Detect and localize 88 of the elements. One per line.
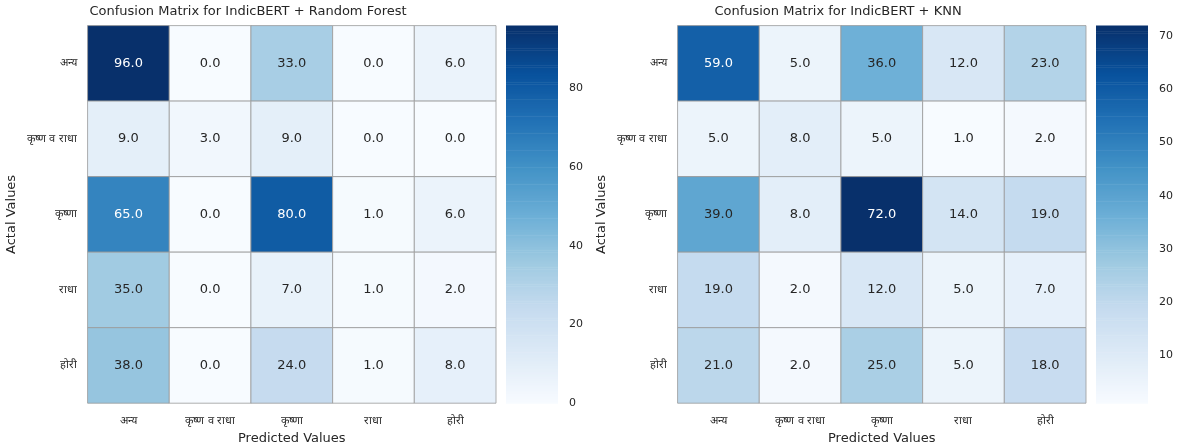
data-label: 12.0 xyxy=(949,54,978,70)
data-label: 8.0 xyxy=(789,130,811,146)
data-label: 2.0 xyxy=(789,281,811,297)
data-label: 0.0 xyxy=(199,356,221,372)
data-label: 1.0 xyxy=(363,281,384,297)
color-bar-label: 40 xyxy=(569,238,583,252)
data-label: 0.0 xyxy=(199,54,221,70)
color-bar-label: 60 xyxy=(569,160,583,174)
color-bar-label: 70 xyxy=(1159,29,1173,43)
y-tick-label: होरी xyxy=(649,358,667,372)
color-bar-label: 20 xyxy=(569,317,583,331)
data-label: 0.0 xyxy=(363,54,384,70)
x-tick-label: होरी xyxy=(1036,413,1054,427)
x-tick-label: कृष्णा xyxy=(280,413,303,427)
data-label: 25.0 xyxy=(867,356,897,372)
data-label: 18.0 xyxy=(1030,356,1060,372)
data-label: 1.0 xyxy=(363,356,384,372)
data-label: 39.0 xyxy=(703,205,733,221)
y-tick-label: होरी xyxy=(59,358,77,372)
x-tick-label: राधा xyxy=(954,413,973,427)
x-tick-label: अन्य xyxy=(709,413,728,427)
data-label: 35.0 xyxy=(113,281,143,297)
data-label: 8.0 xyxy=(444,356,466,372)
y-tick-label: राधा xyxy=(648,282,667,296)
data-label: 6.0 xyxy=(444,54,466,70)
data-label: 14.0 xyxy=(949,205,978,221)
data-label: 0.0 xyxy=(363,130,384,146)
x-tick-label: होरी xyxy=(446,413,464,427)
data-label: 12.0 xyxy=(867,281,897,297)
data-label: 8.0 xyxy=(789,205,811,221)
data-label: 33.0 xyxy=(277,54,307,70)
data-label: 1.0 xyxy=(363,205,384,221)
data-label: 2.0 xyxy=(789,356,811,372)
data-label: 6.0 xyxy=(444,205,466,221)
x-axis-title: Predicted Values xyxy=(237,429,346,445)
y-axis-title: Actal Values xyxy=(3,174,19,254)
data-label: 72.0 xyxy=(867,205,897,221)
data-label: 65.0 xyxy=(113,205,143,221)
color-bar-label: 40 xyxy=(1159,188,1173,202)
data-label: 2.0 xyxy=(444,281,466,297)
y-tick-label: कृष्णा xyxy=(644,207,667,221)
data-label: 5.0 xyxy=(708,130,729,146)
data-label: 19.0 xyxy=(1030,205,1060,221)
data-label: 38.0 xyxy=(113,356,143,372)
data-label: 24.0 xyxy=(277,356,307,372)
data-label: 3.0 xyxy=(199,130,221,146)
y-tick-label: कृष्ण व राधा xyxy=(616,131,667,145)
data-label: 36.0 xyxy=(867,54,897,70)
y-tick-label: राधा xyxy=(58,282,77,296)
data-label: 5.0 xyxy=(953,356,974,372)
x-tick-label: राधा xyxy=(364,413,383,427)
data-label: 19.0 xyxy=(703,281,733,297)
color-bar-label: 50 xyxy=(1159,135,1173,149)
data-label: 0.0 xyxy=(444,130,466,146)
color-bar-label: 60 xyxy=(1159,82,1173,96)
data-label: 59.0 xyxy=(703,54,733,70)
data-label: 2.0 xyxy=(1034,130,1056,146)
data-label: 7.0 xyxy=(1034,281,1056,297)
data-label: 0.0 xyxy=(199,205,221,221)
y-tick-label: कृष्णा xyxy=(54,207,77,221)
color-bar-label: 80 xyxy=(569,81,583,95)
y-tick-label: अन्य xyxy=(59,56,78,70)
data-label: 5.0 xyxy=(953,281,974,297)
color-bar-label: 30 xyxy=(1159,241,1173,255)
x-axis-title: Predicted Values xyxy=(827,429,936,445)
x-tick-label: कृष्ण व राधा xyxy=(185,413,236,427)
data-label: 21.0 xyxy=(703,356,733,372)
y-axis-title: Actal Values xyxy=(593,174,609,254)
data-label: 96.0 xyxy=(113,54,143,70)
data-label: 9.0 xyxy=(281,130,303,146)
chart-title: Confusion Matrix for IndicBERT + KNN xyxy=(714,3,962,19)
y-tick-label: कृष्ण व राधा xyxy=(26,131,77,145)
x-tick-label: कृष्णा xyxy=(870,413,893,427)
data-label: 5.0 xyxy=(871,130,893,146)
data-label: 0.0 xyxy=(199,281,221,297)
y-tick-label: अन्य xyxy=(649,56,668,70)
x-tick-label: अन्य xyxy=(119,413,138,427)
data-label: 9.0 xyxy=(118,130,139,146)
x-tick-label: कृष्ण व राधा xyxy=(775,413,826,427)
data-label: 7.0 xyxy=(281,281,303,297)
data-label: 5.0 xyxy=(789,54,811,70)
data-label: 80.0 xyxy=(277,205,307,221)
color-bar-label: 20 xyxy=(1159,295,1173,309)
data-label: 23.0 xyxy=(1030,54,1060,70)
color-bar-label: 10 xyxy=(1159,348,1173,362)
chart-title: Confusion Matrix for IndicBERT + Random Forest xyxy=(89,3,407,19)
data-label: 1.0 xyxy=(953,130,974,146)
color-bar-label: 0 xyxy=(569,396,576,410)
